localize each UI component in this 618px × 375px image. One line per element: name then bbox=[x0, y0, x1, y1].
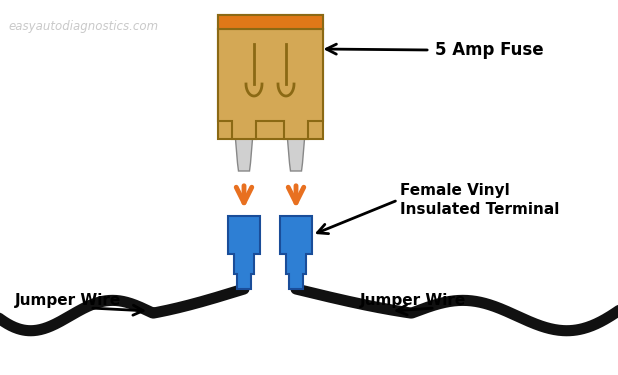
Polygon shape bbox=[228, 216, 260, 289]
Polygon shape bbox=[234, 121, 254, 171]
Polygon shape bbox=[280, 216, 312, 289]
Text: easyautodiagnostics.com: easyautodiagnostics.com bbox=[8, 20, 158, 33]
Bar bbox=[218, 15, 323, 29]
Text: 5 Amp Fuse: 5 Amp Fuse bbox=[435, 41, 544, 59]
Bar bbox=[218, 29, 323, 139]
Polygon shape bbox=[286, 121, 306, 171]
Polygon shape bbox=[218, 29, 323, 139]
Bar bbox=[218, 15, 323, 29]
Text: Jumper Wire: Jumper Wire bbox=[360, 292, 466, 308]
Text: Female Vinyl
Insulated Terminal: Female Vinyl Insulated Terminal bbox=[400, 183, 559, 218]
Text: Jumper Wire: Jumper Wire bbox=[15, 292, 121, 308]
